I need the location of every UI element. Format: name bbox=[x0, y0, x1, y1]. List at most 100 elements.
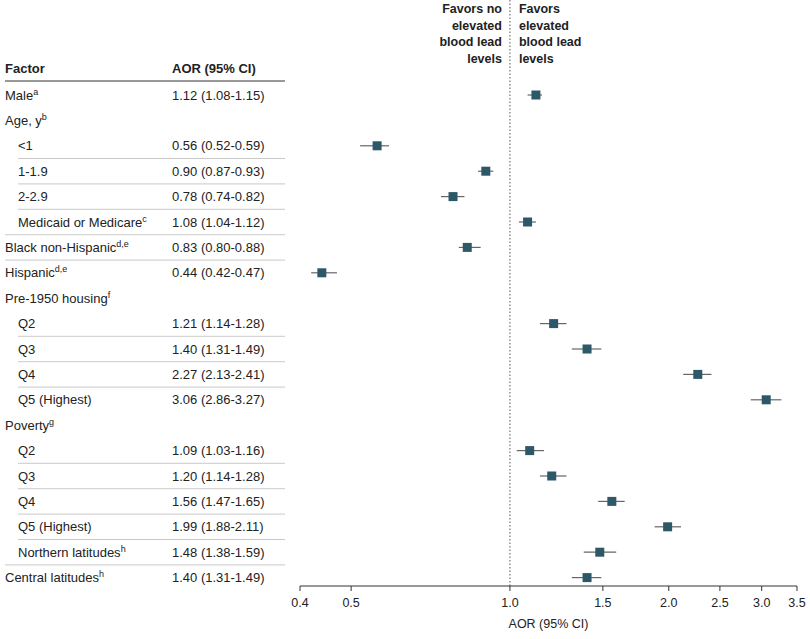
row-label: Q4 bbox=[18, 494, 35, 509]
value-label: 1.40 (1.31-1.49) bbox=[172, 570, 265, 585]
value-label: 1.20 (1.14-1.28) bbox=[172, 469, 265, 484]
row-label-text: Q5 (Highest) bbox=[18, 392, 92, 407]
row-label-text: Male bbox=[5, 88, 33, 103]
value-label: 0.83 (0.80-0.88) bbox=[172, 240, 265, 255]
annotation-line: elevated bbox=[519, 19, 569, 33]
row-label: Q2 bbox=[18, 316, 35, 331]
row-separator bbox=[18, 183, 285, 184]
column-header: Factor bbox=[5, 61, 45, 76]
row-separator bbox=[18, 387, 285, 388]
row-label-text: Q3 bbox=[18, 342, 35, 357]
value-label: 0.56 (0.52-0.59) bbox=[172, 138, 265, 153]
point-estimate bbox=[523, 218, 532, 227]
footnote-marker: f bbox=[108, 290, 111, 300]
row-label-text: Black non-Hispanic bbox=[5, 240, 117, 255]
x-tick-label: 1.5 bbox=[594, 596, 611, 610]
footnote-marker: a bbox=[33, 87, 38, 97]
row-separator bbox=[18, 158, 285, 159]
footnote-marker: g bbox=[49, 417, 54, 427]
point-estimate bbox=[663, 522, 672, 531]
value-label: 1.12 (1.08-1.15) bbox=[172, 88, 265, 103]
x-tick-label: 3.0 bbox=[753, 596, 770, 610]
point-estimate bbox=[525, 446, 534, 455]
footnote-marker: h bbox=[99, 569, 104, 579]
annotation-line: levels bbox=[519, 52, 554, 66]
x-tick bbox=[761, 586, 762, 591]
point-estimate bbox=[317, 268, 326, 277]
point-estimate bbox=[607, 497, 616, 506]
point-estimate bbox=[463, 243, 472, 252]
value-label: 1.99 (1.88-2.11) bbox=[172, 519, 264, 534]
row-label-text: Northern latitudes bbox=[18, 545, 121, 560]
x-tick bbox=[797, 586, 798, 591]
row-label-text: Q2 bbox=[18, 316, 35, 331]
forest-plot: Factor AOR (95% CI) Malea 1.12 (1.08-1.15) A… bbox=[0, 0, 810, 639]
row-separator bbox=[5, 234, 285, 235]
row-separator bbox=[18, 539, 285, 540]
value-label: 3.06 (2.86-3.27) bbox=[172, 392, 265, 407]
row-label: Q2 bbox=[18, 443, 35, 458]
footnote-marker: b bbox=[42, 112, 47, 122]
row-label: Hispanicd,e bbox=[5, 264, 67, 280]
row-label: Q5 (Highest) bbox=[18, 392, 92, 407]
row-label-text: Q3 bbox=[18, 469, 35, 484]
footnote-marker: c bbox=[142, 214, 147, 224]
value-label: 2.27 (2.13-2.41) bbox=[172, 367, 265, 382]
x-tick-label: 2.0 bbox=[660, 596, 677, 610]
annotation-line: Favors bbox=[519, 2, 560, 16]
point-estimate bbox=[583, 573, 592, 582]
marks bbox=[311, 91, 781, 583]
row-label-text: <1 bbox=[18, 138, 33, 153]
row-label-text: Q4 bbox=[18, 494, 35, 509]
row-label-text: Q4 bbox=[18, 367, 35, 382]
row-label: Q5 (Highest) bbox=[18, 519, 92, 534]
header-rule bbox=[5, 81, 285, 82]
row-label-text: Central latitudes bbox=[5, 570, 99, 585]
row-label-text: Poverty bbox=[5, 418, 50, 433]
footnote-marker: d,e bbox=[116, 239, 129, 249]
point-estimate bbox=[693, 370, 702, 379]
x-tick bbox=[668, 586, 669, 591]
x-axis bbox=[300, 586, 797, 587]
row-label: Q4 bbox=[18, 367, 35, 382]
column-header: AOR (95% CI) bbox=[172, 61, 256, 76]
row-separator bbox=[18, 463, 285, 464]
row-label: 1-1.9 bbox=[18, 164, 48, 179]
point-estimate bbox=[449, 192, 458, 201]
row-label: Q3 bbox=[18, 342, 35, 357]
point-estimate bbox=[373, 141, 382, 150]
point-estimate bbox=[583, 345, 592, 354]
row-label: Q3 bbox=[18, 469, 35, 484]
row-label-text: Q2 bbox=[18, 443, 35, 458]
row-label: 2-2.9 bbox=[18, 189, 48, 204]
point-estimate bbox=[549, 319, 558, 328]
row-label: Northern latitudesh bbox=[18, 544, 126, 560]
x-tick-label: 0.4 bbox=[291, 596, 308, 610]
row-label: Pre-1950 housingf bbox=[5, 290, 111, 306]
row-label: Central latitudesh bbox=[5, 569, 104, 585]
x-tick-label: 3.5 bbox=[788, 596, 805, 610]
direction-annotation: Favors no elevated blood lead levels bbox=[439, 2, 502, 66]
x-tick-label: 1.0 bbox=[501, 596, 518, 610]
row-label: Povertyg bbox=[5, 417, 54, 433]
row-label: Medicaid or Medicarec bbox=[18, 214, 147, 230]
footnote-marker: d,e bbox=[55, 264, 68, 274]
value-label: 1.09 (1.03-1.16) bbox=[172, 443, 265, 458]
x-tick-label: 0.5 bbox=[342, 596, 359, 610]
value-label: 0.78 (0.74-0.82) bbox=[172, 189, 265, 204]
row-label-text: Medicaid or Medicare bbox=[18, 215, 142, 230]
annotation-line: Favors no bbox=[442, 2, 502, 16]
row-separator bbox=[18, 488, 285, 489]
row-label-text: Age, y bbox=[5, 113, 42, 128]
row-separator bbox=[18, 361, 285, 362]
annotation-line: elevated bbox=[452, 19, 502, 33]
x-tick bbox=[602, 586, 603, 591]
point-estimate bbox=[481, 167, 490, 176]
annotation-line: blood lead bbox=[439, 35, 502, 49]
annotation-line: levels bbox=[467, 52, 502, 66]
x-tick-label: 2.5 bbox=[711, 596, 728, 610]
row-label: Malea bbox=[5, 87, 38, 103]
row-separator bbox=[18, 336, 285, 337]
reference-line bbox=[509, 0, 510, 586]
value-label: 1.08 (1.04-1.12) bbox=[172, 215, 265, 230]
